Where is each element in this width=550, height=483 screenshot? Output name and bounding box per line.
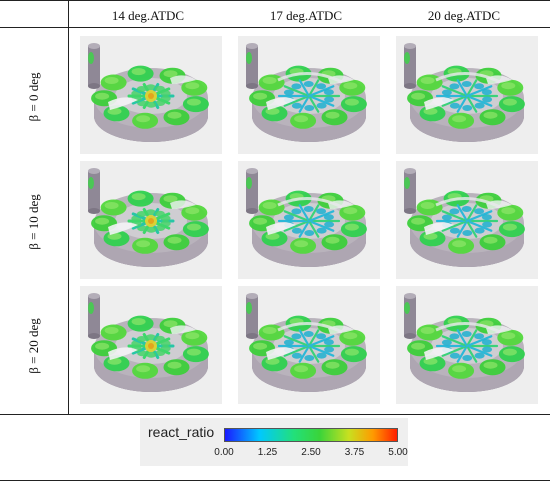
colorbar-tick: 1.25 — [257, 447, 278, 458]
colorbar-legend: react_ratio 0.00 1.25 2.50 3.75 5.00 — [140, 418, 408, 466]
column-header-20deg: 20 deg.ATDC — [427, 8, 501, 23]
sim-image-beta10-17deg — [238, 161, 380, 279]
colorbar-tick: 0.00 — [214, 447, 234, 458]
colorbar-tick: 3.75 — [344, 447, 365, 458]
sim-image-beta0-14deg — [80, 36, 222, 154]
bottom-rule — [0, 480, 550, 481]
sim-image-beta10-14deg — [80, 161, 222, 279]
sim-image-beta0-17deg — [238, 36, 380, 154]
colorbar-title: react_ratio — [148, 424, 215, 440]
sim-image-beta20-20deg — [396, 286, 538, 404]
sim-image-beta20-17deg — [238, 286, 380, 404]
column-header-14deg: 14 deg.ATDC — [111, 8, 185, 23]
row-header-divider — [68, 0, 69, 414]
header-rule — [0, 27, 550, 28]
colorbar-tick: 5.00 — [388, 447, 408, 458]
column-header-17deg: 17 deg.ATDC — [269, 8, 343, 23]
legend-top-rule — [0, 414, 550, 415]
sim-image-beta0-20deg — [396, 36, 538, 154]
sim-image-beta20-14deg — [80, 286, 222, 404]
sim-image-beta10-20deg — [396, 161, 538, 279]
top-rule — [0, 0, 550, 1]
colorbar-gradient — [224, 428, 398, 442]
colorbar-tick: 2.50 — [301, 447, 321, 458]
colorbar-ticks: 0.00 1.25 2.50 3.75 5.00 — [214, 447, 407, 461]
